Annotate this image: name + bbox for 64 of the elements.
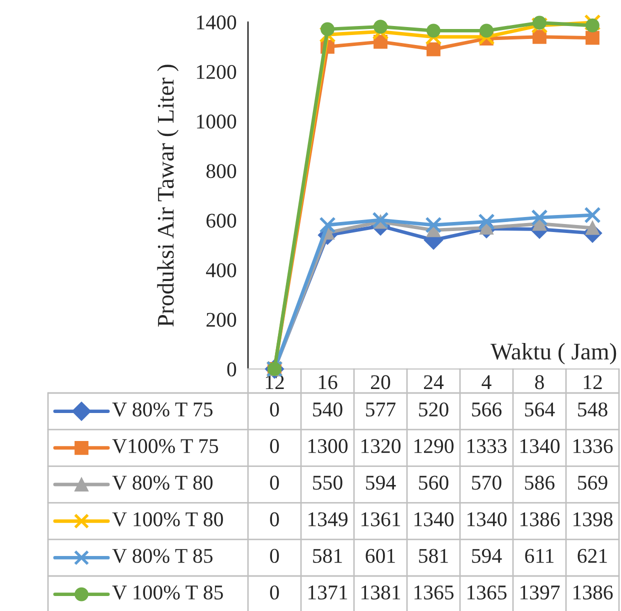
data-label: 0 bbox=[270, 548, 279, 563]
data-label: 1398 bbox=[574, 512, 613, 526]
x-tick-label: 24 bbox=[424, 375, 444, 390]
data-label: 566 bbox=[472, 402, 502, 417]
y-tick-label: 200 bbox=[206, 312, 236, 327]
data-label: 594 bbox=[472, 548, 502, 563]
x-tick-label: 12 bbox=[584, 375, 602, 390]
legend-label: V100% T 75 bbox=[112, 439, 218, 454]
legend-label: V 80% T 80 bbox=[112, 476, 213, 490]
data-label: 570 bbox=[472, 476, 502, 490]
data-label: 577 bbox=[366, 402, 396, 417]
legend-label: V 100% T 85 bbox=[112, 585, 223, 600]
data-label: 1340 bbox=[468, 512, 507, 526]
data-label: 1397 bbox=[520, 586, 560, 600]
data-label: 520 bbox=[419, 402, 448, 417]
y-tick-label: 0 bbox=[227, 362, 236, 376]
data-label: 581 bbox=[313, 548, 342, 563]
data-label: 1386 bbox=[520, 512, 560, 526]
data-label: 1361 bbox=[362, 512, 400, 526]
data-label: 1336 bbox=[574, 439, 613, 454]
y-tick-label: 1400 bbox=[197, 15, 236, 30]
x-tick-label: 20 bbox=[371, 375, 390, 390]
y-axis-title: Produksi Air Tawar ( Liter ) bbox=[157, 64, 179, 327]
data-label: 1371 bbox=[308, 586, 348, 600]
y-tick-label: 800 bbox=[206, 164, 236, 178]
y-tick-label: 600 bbox=[206, 214, 236, 228]
data-label: 1333 bbox=[468, 439, 507, 454]
x-tick-label: 16 bbox=[318, 375, 338, 390]
data-label: 569 bbox=[578, 476, 608, 490]
data-label: 586 bbox=[525, 476, 555, 490]
x-tick-label: 4 bbox=[482, 375, 492, 390]
data-label: 1349 bbox=[308, 512, 348, 526]
data-label: 621 bbox=[578, 548, 607, 563]
legend-label: V 100% T 80 bbox=[112, 512, 223, 526]
data-label: 0 bbox=[270, 439, 279, 454]
data-label: 540 bbox=[313, 402, 342, 417]
data-label: 1340 bbox=[520, 439, 560, 454]
data-label: 1365 bbox=[468, 586, 507, 600]
data-label: 0 bbox=[270, 585, 279, 600]
data-label: 611 bbox=[525, 548, 554, 563]
legend-label: V 80% T 85 bbox=[112, 548, 213, 564]
data-label: 601 bbox=[366, 548, 395, 563]
data-label: 0 bbox=[270, 512, 279, 526]
y-tick-label: 400 bbox=[206, 263, 236, 278]
data-label: 581 bbox=[419, 548, 448, 563]
data-label: 1320 bbox=[362, 439, 401, 454]
y-tick-label: 1000 bbox=[197, 114, 236, 129]
x-tick-label: 8 bbox=[535, 375, 544, 390]
data-label: 1290 bbox=[414, 439, 454, 454]
data-label: 1365 bbox=[414, 586, 454, 600]
legend-label: V 80% T 75 bbox=[112, 402, 213, 417]
data-label: 1381 bbox=[362, 585, 400, 600]
data-label: 1386 bbox=[574, 585, 613, 600]
data-label: 560 bbox=[419, 476, 448, 490]
data-label: 1300 bbox=[308, 439, 348, 454]
data-label: 550 bbox=[313, 476, 342, 490]
y-tick-label: 1200 bbox=[197, 64, 236, 80]
data-label: 1340 bbox=[414, 512, 454, 526]
data-label: 0 bbox=[270, 476, 279, 490]
data-label: 564 bbox=[525, 402, 555, 417]
x-axis-title: Waktu ( Jam) bbox=[490, 342, 616, 364]
data-label: 548 bbox=[578, 402, 608, 417]
data-label: 594 bbox=[366, 476, 396, 490]
data-label: 0 bbox=[270, 402, 279, 417]
